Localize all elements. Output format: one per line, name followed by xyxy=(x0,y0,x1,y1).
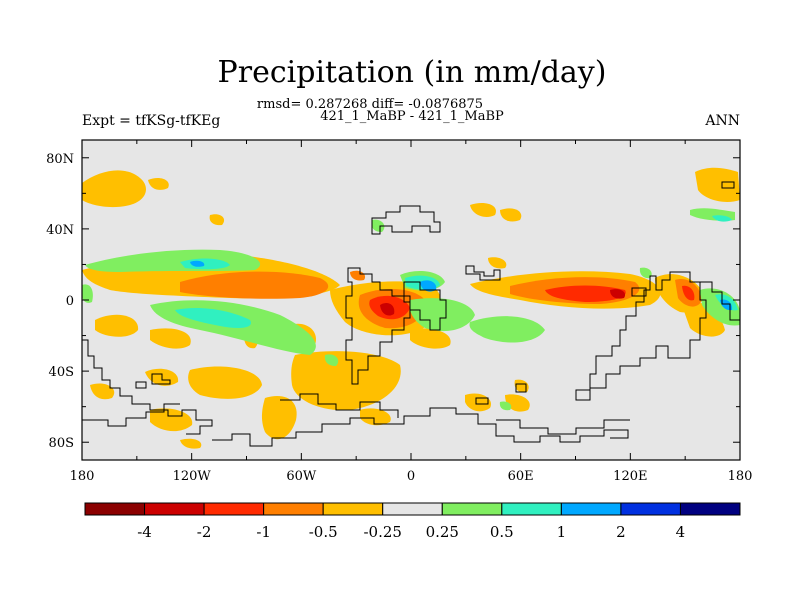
continent-outlines xyxy=(82,181,740,447)
field-region xyxy=(175,308,251,328)
experiment-label: Expt = tfKSg-tfKEg xyxy=(82,113,220,129)
colorbar-swatch xyxy=(322,502,384,516)
field-region xyxy=(695,167,740,202)
x-tick-label: 60E xyxy=(508,469,534,484)
pacific-east-outline xyxy=(700,281,740,321)
colorbar-label: -4 xyxy=(137,523,152,541)
colorbar-label: -0.25 xyxy=(363,523,401,541)
field-region xyxy=(682,285,695,301)
field-region xyxy=(499,401,512,411)
x-tick-label: 120E xyxy=(613,469,647,484)
colorbar-swatch xyxy=(679,502,741,516)
field-region xyxy=(180,271,329,299)
y-tick-label: 40N xyxy=(46,223,74,238)
chart-title: Precipitation (in mm/day) xyxy=(218,55,607,90)
field-region xyxy=(610,289,626,299)
y-tick-label: 80S xyxy=(49,436,74,451)
colorbar-label: -0.5 xyxy=(309,523,338,541)
field-region xyxy=(209,214,225,226)
colorbar-label: 0.5 xyxy=(490,523,514,541)
colorbar-swatch xyxy=(560,502,622,516)
x-tick-label: 180 xyxy=(70,469,95,484)
field-region xyxy=(420,280,437,292)
colorbar-swatch xyxy=(84,502,146,516)
colorbar-label: -2 xyxy=(197,523,212,541)
y-tick-label: 0 xyxy=(66,294,74,309)
colorbar-swatch xyxy=(144,502,205,516)
island-outline xyxy=(721,181,735,189)
axes: 180 120W 60W 0 60E 120E 180 80N 40N 0 40S 80S xyxy=(46,140,752,484)
field-region xyxy=(469,316,545,343)
australia-outline xyxy=(575,271,707,401)
field-region xyxy=(712,215,732,222)
field-region xyxy=(324,354,339,366)
field-region xyxy=(360,408,391,426)
field-region xyxy=(90,383,115,400)
colorbar-swatch xyxy=(203,502,265,516)
season-label: ANN xyxy=(704,113,740,129)
colorbar: -4 -2 -1 -0.5 -0.25 0.25 0.5 1 2 4 xyxy=(84,502,741,541)
field-region xyxy=(409,298,475,332)
field-region xyxy=(410,328,451,349)
y-tick-label: 80N xyxy=(46,152,74,167)
field-region xyxy=(470,203,496,217)
field-region xyxy=(488,257,507,269)
antarctic-outline xyxy=(82,403,180,427)
field-region xyxy=(95,314,139,337)
field-region xyxy=(371,219,385,232)
field-region xyxy=(350,270,366,281)
colorbar-swatch xyxy=(382,502,443,516)
southern-shelf-outline xyxy=(212,407,629,447)
field-region xyxy=(720,299,733,311)
island-outline xyxy=(631,287,647,297)
x-tick-label: 60W xyxy=(286,469,317,484)
asia-small-outline xyxy=(465,265,501,281)
colorbar-label: 2 xyxy=(616,523,626,541)
colorbar-label: -1 xyxy=(256,523,271,541)
field-region xyxy=(380,303,395,316)
field-region xyxy=(639,267,652,279)
island-outline xyxy=(135,381,147,389)
field-region xyxy=(500,208,522,222)
colorbar-swatch xyxy=(441,502,503,516)
field-region xyxy=(180,438,202,449)
positive-strong-regions xyxy=(190,260,733,311)
field-region xyxy=(261,396,297,440)
field-region xyxy=(180,258,230,270)
south-ocean-ridge-outline xyxy=(496,419,630,435)
field-region xyxy=(188,366,262,399)
colorbar-label: 4 xyxy=(676,523,686,541)
colorbar-label: 1 xyxy=(557,523,567,541)
field-region xyxy=(82,170,146,208)
island-outline xyxy=(475,397,489,405)
colorbar-swatch xyxy=(501,502,562,516)
field-region xyxy=(190,260,205,267)
south-america-outline xyxy=(345,267,411,385)
x-tick-label: 0 xyxy=(407,469,415,484)
island-outline xyxy=(151,373,171,385)
island-outline xyxy=(515,383,527,393)
y-tick-label: 40S xyxy=(49,365,74,380)
field-region xyxy=(150,328,191,349)
west-pacific-outline xyxy=(82,339,213,435)
negative-very-strong-regions xyxy=(380,289,626,316)
x-tick-label: 180 xyxy=(728,469,753,484)
field-region xyxy=(82,284,93,303)
stats-line: rmsd= 0.287268 diff= -0.0876875 xyxy=(257,97,483,112)
field-region xyxy=(545,285,626,302)
colorbar-swatch xyxy=(620,502,681,516)
south-pacific-outline xyxy=(280,393,399,418)
field-region xyxy=(148,177,169,190)
field-region xyxy=(291,351,401,411)
colorbar-label: 0.25 xyxy=(426,523,459,541)
north-atlantic-outline xyxy=(371,205,441,235)
colorbar-swatch xyxy=(263,502,324,516)
field-region xyxy=(514,379,529,393)
africa-outline xyxy=(403,281,447,331)
x-tick-label: 120W xyxy=(173,469,212,484)
case-line: 421_1_MaBP - 421_1_MaBP xyxy=(320,109,504,124)
